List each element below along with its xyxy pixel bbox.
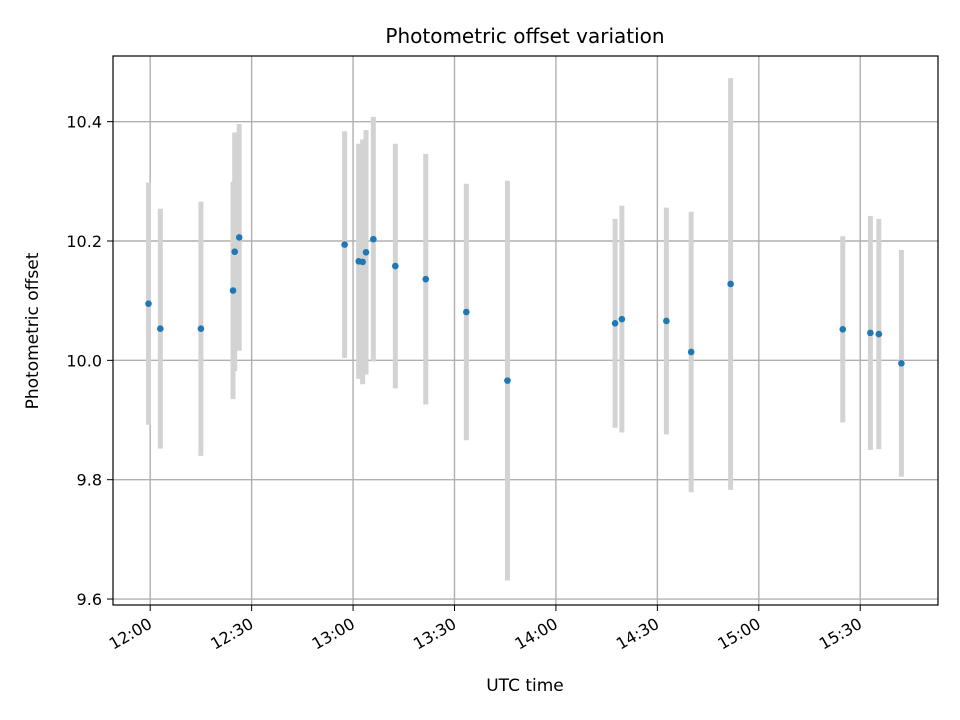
plot-frame [112, 55, 939, 606]
data-point [687, 348, 695, 356]
y-axis-label: Photometric offset [23, 252, 43, 409]
data-point [370, 235, 377, 243]
x-axis-label: UTC time [486, 676, 564, 696]
data-point [463, 308, 470, 316]
data-point [663, 317, 670, 325]
x-tick-label: 14:30 [613, 614, 662, 654]
data-point [359, 258, 366, 266]
data-point [839, 326, 847, 333]
x-tick-label: 12:00 [106, 614, 155, 654]
data-point [611, 320, 619, 327]
data-point [362, 249, 370, 256]
data-point [867, 329, 874, 337]
x-ticks: 12:00 12:30 13:00 13:30 14:00 14:30 15:00 15:30 [106, 605, 865, 654]
data-point [197, 325, 205, 333]
grid-lines [113, 56, 938, 605]
data-point [145, 300, 152, 307]
x-tick-label: 13:30 [410, 614, 459, 654]
data-point [235, 234, 243, 241]
x-tick-label: 15:30 [816, 614, 865, 654]
data-point [727, 280, 734, 288]
data-point [618, 315, 626, 323]
y-tick-label: 9.6 [77, 590, 102, 609]
data-point [229, 287, 237, 294]
y-tick-label: 10.4 [66, 113, 102, 132]
chart-title: Photometric offset variation [385, 24, 664, 48]
data-points [145, 234, 905, 384]
data-point [422, 275, 430, 283]
y-tick-label: 9.8 [77, 471, 102, 490]
data-point [231, 248, 239, 256]
data-point [341, 241, 348, 248]
x-tick-label: 15:00 [714, 614, 763, 654]
x-tick-label: 13:00 [309, 614, 358, 654]
error-bars [146, 78, 904, 581]
data-point [504, 377, 511, 384]
data-point [392, 262, 399, 270]
x-tick-label: 14:00 [511, 614, 560, 654]
y-ticks: 9.6 9.8 10.0 10.2 10.4 [66, 113, 113, 609]
data-point [157, 325, 164, 333]
axes [112, 55, 939, 606]
data-point [875, 330, 883, 338]
data-point [898, 360, 905, 367]
x-tick-label: 12:30 [207, 614, 256, 654]
y-tick-label: 10.0 [66, 351, 102, 370]
y-tick-label: 10.2 [66, 232, 102, 251]
